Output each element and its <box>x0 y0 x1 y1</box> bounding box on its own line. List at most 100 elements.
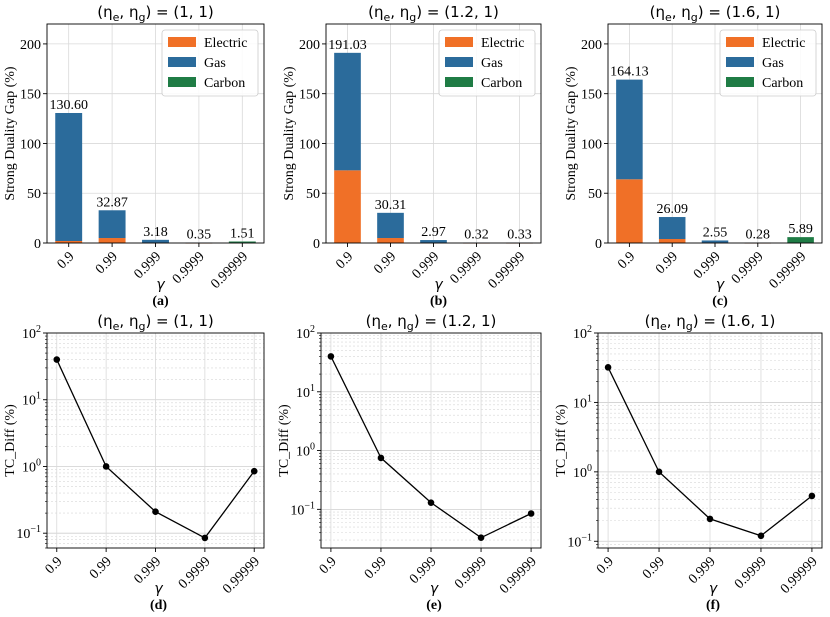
legend-swatch-gas <box>445 57 473 67</box>
tick-label-x: 0.99 <box>87 554 115 582</box>
title-part: , η <box>667 312 686 330</box>
legend-label-electric: Electric <box>204 36 248 51</box>
data-label: 32.87 <box>96 195 128 210</box>
chart-title: (ηe, ηg) = (1.6, 1) <box>650 3 781 24</box>
title-subscript: g <box>686 320 693 333</box>
legend: Electric Gas Carbon <box>438 29 536 97</box>
legend: Electric Gas Carbon <box>719 29 817 97</box>
legend-label-electric: Electric <box>481 36 525 51</box>
tick-label-x: 0.99999 <box>778 554 821 597</box>
legend-swatch-electric <box>445 37 473 47</box>
tick-label-y: 150 <box>299 88 320 103</box>
data-label: 191.03 <box>328 38 367 53</box>
tick-label-y: 200 <box>581 38 602 53</box>
tick-exponent: 0 <box>587 463 592 474</box>
tick-base: 10 <box>573 327 587 342</box>
tick-exponent: 1 <box>36 391 41 402</box>
data-label: 5.89 <box>788 222 813 237</box>
bar-gas-0.9 <box>334 52 361 171</box>
data-point-0.9 <box>604 364 612 371</box>
data-point-0.99 <box>655 468 663 476</box>
bar-electric-0.9 <box>334 170 361 243</box>
title-subscript: e <box>113 320 120 333</box>
tick-label-y: 100 <box>581 137 602 152</box>
legend-swatch-carbon <box>168 77 196 87</box>
title-subscript: g <box>407 320 414 333</box>
data-label: 0.28 <box>746 228 771 243</box>
tick-label-x: 0.99 <box>640 554 668 582</box>
title-part: (η <box>368 3 383 21</box>
bar-gas-0.99 <box>658 217 686 240</box>
tick-label-y: 10−1 <box>16 524 41 542</box>
bar-electric-0.99 <box>377 238 404 243</box>
tick-label-x: 0.9 <box>55 249 78 272</box>
y-axis-label: Strong Duality Gap (%) <box>564 66 579 200</box>
title-subscript: g <box>691 11 698 24</box>
tick-label-y: 100 <box>573 463 592 481</box>
tick-label-x: 0.99999 <box>208 249 251 292</box>
data-point-0.9 <box>53 356 61 363</box>
tick-label-y: 10−1 <box>290 500 315 518</box>
bar-electric-0.9 <box>55 241 83 243</box>
y-axis-label: TC_Diff (%) <box>277 404 292 477</box>
tick-label-y: 100 <box>20 137 41 152</box>
tick-base: 10 <box>573 466 587 481</box>
title-part: , η <box>119 312 138 330</box>
bar-gas-0.9 <box>55 112 83 242</box>
tick-label-y: 100 <box>296 442 315 460</box>
bar-electric-0.9 <box>616 179 643 243</box>
title-part: ) = (1.6, 1) <box>698 3 781 21</box>
tick-label-x: 0.99999 <box>486 249 529 292</box>
tick-label-x: 0.99 <box>93 249 121 277</box>
legend-swatch-gas <box>168 57 196 67</box>
title-subscript: g <box>409 11 416 24</box>
legend: Electric Gas Carbon <box>161 29 259 97</box>
tick-label-x: 0.9999 <box>170 249 208 287</box>
subfigure-label: (d) <box>150 598 167 613</box>
tick-label-x: 0.99999 <box>497 554 540 597</box>
title-part: (η <box>366 312 381 330</box>
data-point-0.9 <box>327 353 335 360</box>
tick-label-y: 50 <box>588 187 602 202</box>
bar-gas-0.999 <box>701 240 729 243</box>
tick-label-y: 101 <box>296 383 315 401</box>
bar-carbon-0.99999 <box>228 241 256 243</box>
tick-label-x: 0.9 <box>43 554 66 577</box>
legend-label-carbon: Carbon <box>204 76 245 91</box>
legend-label-carbon: Carbon <box>481 76 522 91</box>
bar-gas-0.999 <box>420 240 447 243</box>
bar-gas-0.99 <box>377 212 404 239</box>
subfigure-label: (b) <box>430 294 447 309</box>
tick-label-x: 0.99999 <box>767 249 810 292</box>
title-subscript: g <box>138 11 145 24</box>
tick-label-y: 10−1 <box>567 532 592 550</box>
data-point-0.99 <box>377 454 385 462</box>
tick-exponent: −1 <box>581 532 592 543</box>
data-label: 130.60 <box>49 98 88 113</box>
data-point-0.999 <box>706 515 714 523</box>
title-part: , η <box>390 3 409 21</box>
data-label: 3.18 <box>143 225 168 240</box>
title-subscript: e <box>660 320 667 333</box>
bar-gas-0.99 <box>98 210 126 239</box>
bar-gas-0.999 <box>142 239 169 243</box>
chart-title: (ηe, ηg) = (1.2, 1) <box>366 312 497 333</box>
chart-title: (ηe, ηg) = (1.6, 1) <box>645 312 776 333</box>
tick-base: 10 <box>290 503 304 518</box>
bar-chart-2: 191.03 30.31 2.97 0.32 0.33 0 50 100 150 200 0.9 0.… <box>282 3 542 309</box>
x-axis-label: γ <box>154 581 163 597</box>
tick-label-y: 200 <box>299 38 320 53</box>
tick-exponent: 1 <box>310 383 315 394</box>
data-point-0.9999 <box>477 534 485 541</box>
legend-swatch-carbon <box>726 77 754 87</box>
legend-swatch-carbon <box>445 77 473 87</box>
bar-gas-0.9 <box>616 79 643 180</box>
y-axis-label: TC_Diff (%) <box>554 404 569 477</box>
tick-exponent: 1 <box>587 393 592 404</box>
tick-label-y: 150 <box>20 88 41 103</box>
tick-base: 10 <box>296 386 310 401</box>
bar-electric-0.99 <box>658 239 686 243</box>
tick-label-y: 50 <box>27 187 41 202</box>
